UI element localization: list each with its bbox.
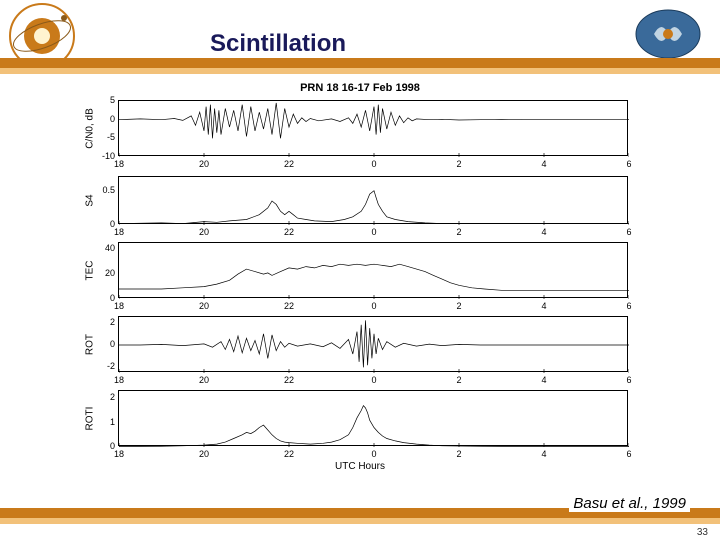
citation-text: Basu et al., 1999 <box>569 495 690 512</box>
x-tick-label: 2 <box>449 375 469 385</box>
x-tick-label: 6 <box>619 301 639 311</box>
x-tick-label: 18 <box>109 449 129 459</box>
x-tick-label: 18 <box>109 227 129 237</box>
chart-panel: 40200TEC1820220246 <box>118 242 628 298</box>
x-tick-label: 6 <box>619 449 639 459</box>
y-axis-label: ROTI <box>85 394 96 444</box>
x-tick-label: 0 <box>364 301 384 311</box>
trace-svg <box>119 243 629 299</box>
x-tick-label: 4 <box>534 159 554 169</box>
header-bar-dark <box>0 58 720 68</box>
trace-svg <box>119 177 629 225</box>
trace-svg <box>119 391 629 447</box>
footer-bar-light <box>0 518 720 524</box>
x-tick-label: 20 <box>194 375 214 385</box>
x-tick-label: 4 <box>534 449 554 459</box>
chart-panel: 20-2ROT1820220246 <box>118 316 628 372</box>
trace-svg <box>119 317 629 373</box>
x-tick-label: 2 <box>449 301 469 311</box>
header-bar-light <box>0 68 720 74</box>
x-tick-label: 6 <box>619 227 639 237</box>
x-tick-label: 6 <box>619 159 639 169</box>
trace-svg <box>119 101 629 157</box>
x-tick-label: 20 <box>194 159 214 169</box>
x-tick-label: 18 <box>109 301 129 311</box>
chart-panel: 50-5-10C/N0, dB1820220246 <box>118 100 628 156</box>
x-tick-label: 22 <box>279 227 299 237</box>
x-tick-label: 18 <box>109 159 129 169</box>
x-tick-label: 22 <box>279 301 299 311</box>
x-tick-label: 0 <box>364 375 384 385</box>
page-number: 33 <box>697 527 708 538</box>
x-tick-label: 0 <box>364 449 384 459</box>
logo-right-icon <box>634 8 702 60</box>
x-tick-label: 4 <box>534 301 554 311</box>
y-axis-label: C/N0, dB <box>85 104 96 154</box>
x-tick-label: 2 <box>449 227 469 237</box>
x-tick-label: 2 <box>449 449 469 459</box>
x-tick-label: 20 <box>194 227 214 237</box>
x-tick-label: 4 <box>534 227 554 237</box>
x-tick-label: 4 <box>534 375 554 385</box>
x-tick-label: 2 <box>449 159 469 169</box>
y-axis-label: S4 <box>85 176 96 226</box>
slide-title: Scintillation <box>210 30 346 58</box>
figure-title: PRN 18 16-17 Feb 1998 <box>300 82 420 94</box>
x-tick-label: 22 <box>279 449 299 459</box>
x-tick-label: 18 <box>109 375 129 385</box>
x-tick-label: 22 <box>279 375 299 385</box>
slide-header: Scintillation <box>0 0 720 72</box>
chart-panel: 210ROTI1820220246 <box>118 390 628 446</box>
x-tick-label: 20 <box>194 301 214 311</box>
x-tick-label: 22 <box>279 159 299 169</box>
y-axis-label: TEC <box>85 246 96 296</box>
figure-container: PRN 18 16-17 Feb 1998 50-5-10C/N0, dB182… <box>70 82 650 490</box>
x-axis-label: UTC Hours <box>335 461 385 472</box>
y-axis-label: ROT <box>85 320 96 370</box>
x-tick-label: 0 <box>364 227 384 237</box>
x-tick-label: 6 <box>619 375 639 385</box>
x-tick-label: 20 <box>194 449 214 459</box>
x-tick-label: 0 <box>364 159 384 169</box>
chart-panel: 0.50S41820220246 <box>118 176 628 224</box>
